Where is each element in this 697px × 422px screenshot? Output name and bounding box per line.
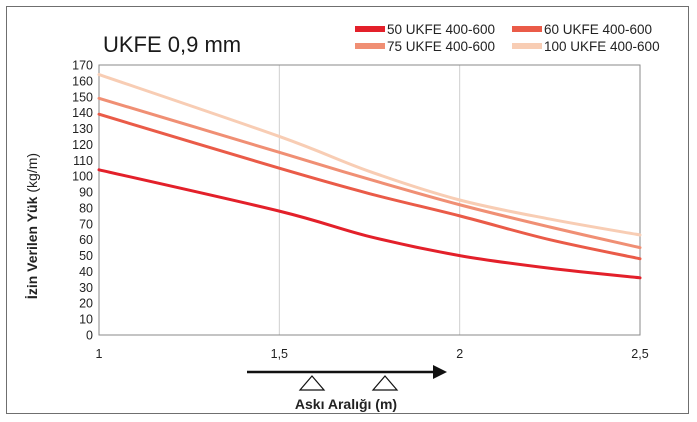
hanger-triangle-right	[371, 375, 399, 391]
series-line	[97, 168, 642, 280]
x-tick-label: 2,5	[631, 347, 648, 361]
y-tick-label: 60	[79, 233, 93, 247]
y-tick-label: 110	[73, 154, 93, 168]
y-tick-label: 140	[72, 106, 93, 120]
y-tick-label: 120	[72, 138, 93, 152]
y-tick-label: 20	[79, 297, 93, 311]
chart-title: UKFE 0,9 mm	[103, 32, 241, 57]
x-axis-label: Askı Aralığı (m)	[295, 396, 397, 412]
legend-label: 100 UKFE 400-600	[544, 39, 660, 54]
legend-label: 75 UKFE 400-600	[387, 39, 495, 54]
y-tick-label: 50	[79, 249, 93, 263]
legend-label: 60 UKFE 400-600	[544, 22, 652, 37]
y-tick-label: 70	[79, 217, 93, 231]
y-tick-label: 160	[72, 74, 93, 88]
y-axis-label-main: İzin Verilen Yük	[24, 196, 40, 299]
legend-label: 50 UKFE 400-600	[387, 22, 495, 37]
legend: 50 UKFE 400-600 60 UKFE 400-600 75 UKFE 40…	[355, 22, 660, 54]
x-axis-arrow	[247, 365, 447, 379]
x-tick-label: 1,5	[271, 347, 288, 361]
legend-swatch	[512, 43, 542, 49]
y-tick-label: 150	[72, 90, 93, 104]
legend-item: 100 UKFE 400-600	[512, 39, 660, 54]
y-tick-label: 0	[86, 329, 93, 343]
series-lines	[97, 73, 642, 280]
chart-frame	[6, 6, 689, 414]
hanger-triangle-left	[298, 375, 326, 391]
y-tick-label: 80	[79, 201, 93, 215]
y-tick-label: 170	[72, 59, 93, 73]
plot-border	[98, 64, 641, 336]
x-tick-label: 1	[96, 347, 103, 361]
x-tick-label: 2	[456, 347, 463, 361]
y-tick-label: 40	[79, 265, 93, 279]
legend-swatch	[355, 43, 385, 49]
y-axis-label: İzin Verilen Yük (kg/m)	[24, 153, 40, 299]
x-axis-ticks: 1 1,5 2 2,5	[96, 347, 649, 361]
series-line	[97, 73, 642, 237]
y-tick-label: 100	[72, 170, 93, 184]
legend-item: 60 UKFE 400-600	[512, 22, 652, 37]
y-tick-label: 30	[79, 281, 93, 295]
series-line	[97, 96, 642, 250]
legend-item: 75 UKFE 400-600	[355, 39, 495, 54]
grid	[278, 65, 461, 335]
series-line	[97, 112, 642, 261]
legend-swatch	[355, 26, 385, 32]
y-tick-label: 130	[72, 122, 93, 136]
y-tick-label: 90	[79, 186, 93, 200]
y-tick-label: 10	[79, 313, 93, 327]
y-axis-label-unit: (kg/m)	[24, 153, 40, 193]
legend-item: 50 UKFE 400-600	[355, 22, 495, 37]
legend-swatch	[512, 26, 542, 32]
